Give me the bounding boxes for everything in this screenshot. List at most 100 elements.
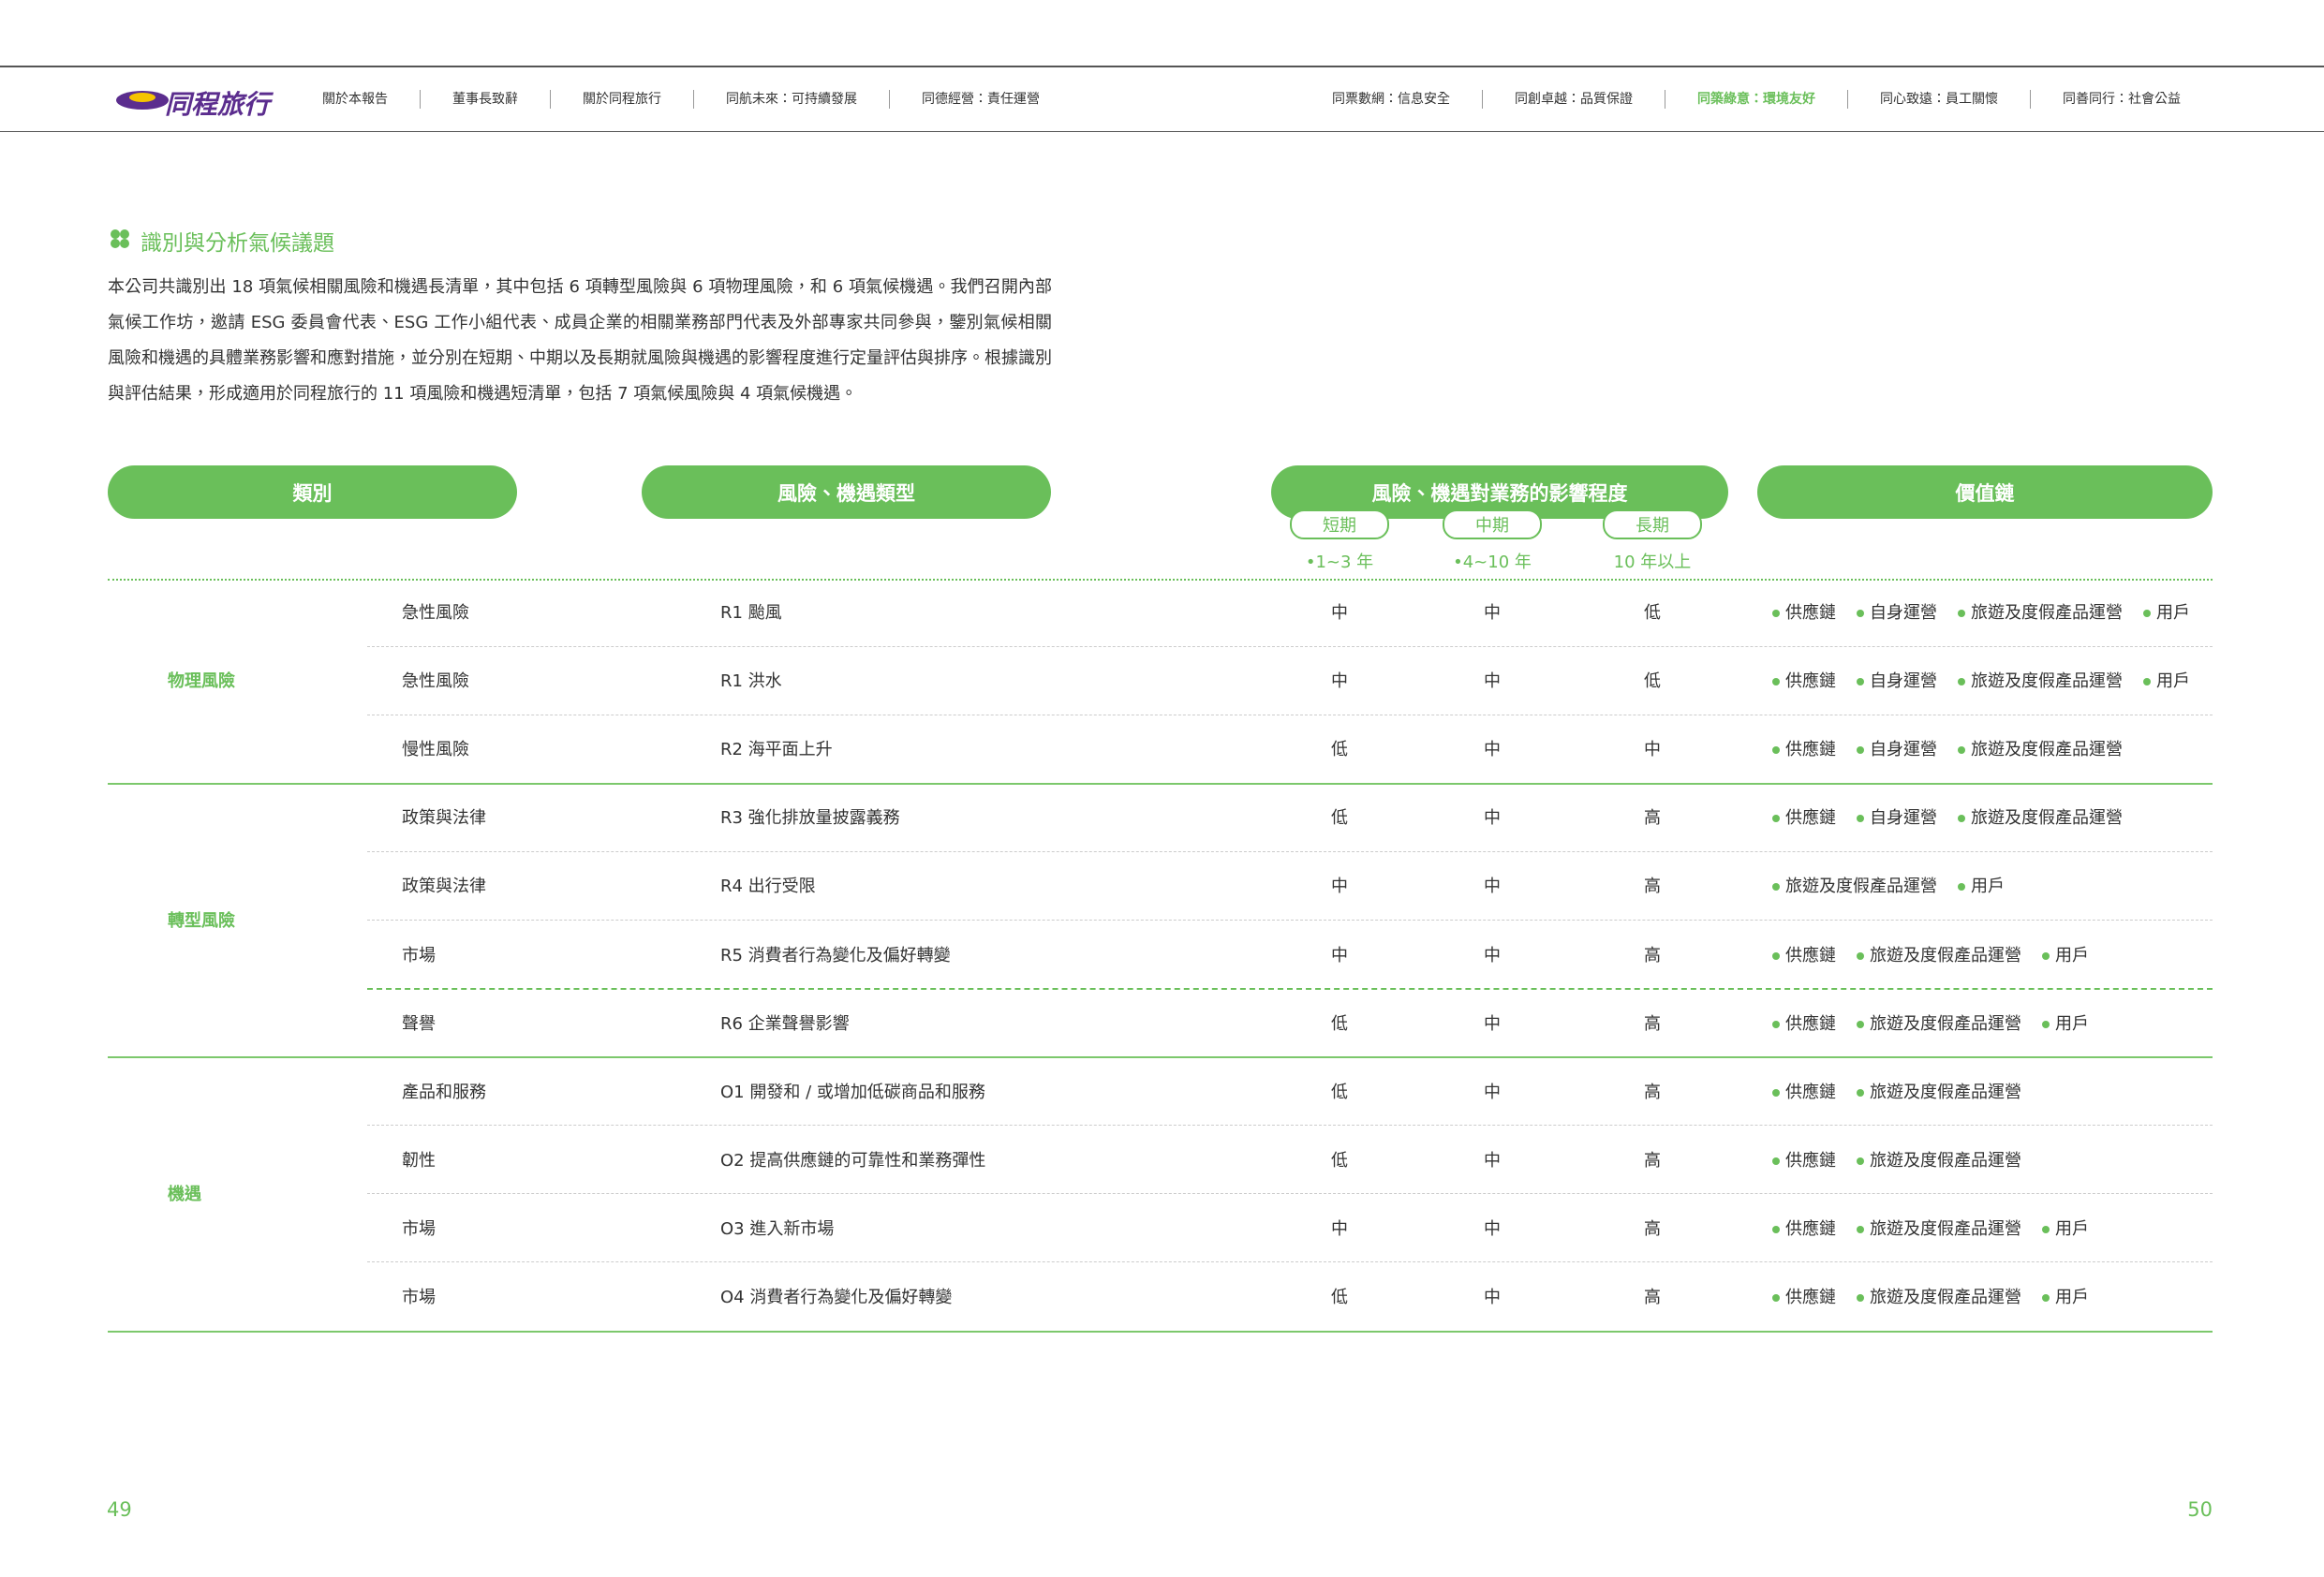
impact-level: 高 bbox=[1644, 1218, 1661, 1239]
risk-item: R2 海平面上升 bbox=[720, 740, 833, 760]
row-divider bbox=[367, 850, 2213, 852]
nav-link[interactable]: 關於本報告 bbox=[322, 92, 388, 107]
term-label: 長期 bbox=[1603, 509, 1702, 539]
impact-level: 低 bbox=[1644, 671, 1661, 692]
impact-level: 中 bbox=[1644, 740, 1661, 760]
impact-level: 中 bbox=[1484, 1218, 1501, 1239]
value-chain-item: 用戶 bbox=[2042, 942, 2089, 966]
nav-link[interactable]: 同善同行：社會公益 bbox=[2030, 90, 2213, 109]
logo-icon bbox=[116, 91, 169, 110]
value-chain-item: 供應鏈 bbox=[1772, 1010, 1836, 1035]
risk-type: 急性風險 bbox=[402, 603, 469, 623]
nav-link[interactable]: 同心致遠：員工關懷 bbox=[1847, 90, 2030, 109]
risk-type: 市場 bbox=[402, 1288, 436, 1307]
value-chain: 供應鏈 自身運營 旅遊及度假產品運營 用戶 bbox=[1772, 599, 2190, 624]
value-chain-item: 用戶 bbox=[1958, 873, 2005, 897]
impact-level: 中 bbox=[1484, 945, 1501, 965]
impact-level: 低 bbox=[1331, 808, 1348, 829]
impact-level: 中 bbox=[1484, 740, 1501, 760]
value-chain: 供應鏈 旅遊及度假產品運營 bbox=[1772, 1147, 2021, 1172]
risk-type: 聲譽 bbox=[402, 1013, 436, 1034]
value-chain-item: 用戶 bbox=[2143, 599, 2190, 624]
nav-link[interactable]: 關於同程旅行 bbox=[550, 90, 693, 109]
term-range: •4~10 年 bbox=[1453, 553, 1532, 572]
impact-level: 高 bbox=[1644, 1082, 1661, 1102]
impact-level: 中 bbox=[1331, 877, 1348, 897]
value-chain: 供應鏈 旅遊及度假產品運營 用戶 bbox=[1772, 1284, 2089, 1308]
nav-right: 同票數網：信息安全 同創卓越：品質保證 同築綠意：環境友好 同心致遠：員工關懷 同善同行… bbox=[1300, 90, 2213, 109]
value-chain-item: 供應鏈 bbox=[1772, 1216, 1836, 1240]
impact-level: 中 bbox=[1484, 1288, 1501, 1307]
group-name: 機遇 bbox=[168, 1185, 201, 1205]
impact-level: 高 bbox=[1644, 945, 1661, 965]
impact-level: 高 bbox=[1644, 1150, 1661, 1171]
value-chain: 供應鏈 旅遊及度假產品運營 用戶 bbox=[1772, 1216, 2089, 1240]
impact-level: 低 bbox=[1331, 1150, 1348, 1171]
nav-link[interactable]: 同創卓越：品質保證 bbox=[1482, 90, 1665, 109]
impact-level: 低 bbox=[1331, 1288, 1348, 1307]
nav-link[interactable]: 同築綠意：環境友好 bbox=[1665, 90, 1847, 109]
nav-link[interactable]: 同航未來：可持續發展 bbox=[693, 90, 889, 109]
impact-level: 高 bbox=[1644, 1288, 1661, 1307]
risk-item: R5 消費者行為變化及偏好轉變 bbox=[720, 945, 951, 965]
risk-item: R4 出行受限 bbox=[720, 877, 816, 897]
row-divider bbox=[367, 1261, 2213, 1263]
risk-type: 慢性風險 bbox=[402, 740, 469, 760]
impact-level: 中 bbox=[1331, 1218, 1348, 1239]
value-chain-item: 自身運營 bbox=[1857, 668, 1937, 692]
row-divider bbox=[367, 919, 2213, 921]
group-divider bbox=[108, 1056, 2213, 1059]
impact-level: 高 bbox=[1644, 877, 1661, 897]
risk-type: 政策與法律 bbox=[402, 808, 486, 829]
value-chain-item: 旅遊及度假產品運營 bbox=[1857, 942, 2021, 966]
value-chain: 旅遊及度假產品運營 用戶 bbox=[1772, 873, 2005, 897]
term-range: •1~3 年 bbox=[1305, 553, 1374, 572]
value-chain-item: 用戶 bbox=[2042, 1010, 2089, 1035]
value-chain-item: 旅遊及度假產品運營 bbox=[1857, 1216, 2021, 1240]
value-chain-item: 供應鏈 bbox=[1772, 736, 1836, 760]
nav-link[interactable]: 董事長致辭 bbox=[420, 90, 550, 109]
value-chain-item: 旅遊及度假產品運營 bbox=[1857, 1010, 2021, 1035]
impact-level: 中 bbox=[1331, 945, 1348, 965]
value-chain: 供應鏈 自身運營 旅遊及度假產品運營 bbox=[1772, 736, 2123, 760]
column-header: 類別 bbox=[108, 465, 517, 519]
column-header: 風險、機遇類型 bbox=[642, 465, 1051, 519]
group-divider bbox=[108, 1330, 2213, 1333]
risk-item: R3 強化排放量披露義務 bbox=[720, 808, 900, 829]
risk-item: O2 提高供應鏈的可靠性和業務彈性 bbox=[720, 1150, 986, 1171]
value-chain-item: 旅遊及度假產品運營 bbox=[1857, 1284, 2021, 1308]
risk-item: O3 進入新市場 bbox=[720, 1218, 835, 1239]
risk-type: 市場 bbox=[402, 945, 436, 965]
value-chain-item: 供應鏈 bbox=[1772, 942, 1836, 966]
impact-level: 低 bbox=[1644, 603, 1661, 623]
value-chain: 供應鏈 旅遊及度假產品運營 用戶 bbox=[1772, 1010, 2089, 1035]
impact-level: 中 bbox=[1484, 1013, 1501, 1034]
impact-level: 低 bbox=[1331, 1082, 1348, 1102]
group-name: 轉型風險 bbox=[168, 910, 235, 931]
term-label: 中期 bbox=[1443, 509, 1542, 539]
group-name: 物理風險 bbox=[168, 671, 235, 692]
risk-type: 急性風險 bbox=[402, 671, 469, 692]
impact-level: 中 bbox=[1484, 603, 1501, 623]
value-chain-item: 旅遊及度假產品運營 bbox=[1958, 599, 2123, 624]
value-chain-item: 旅遊及度假產品運營 bbox=[1958, 736, 2123, 760]
page-number-left: 49 bbox=[107, 1498, 132, 1521]
nav-link[interactable]: 同票數網：信息安全 bbox=[1332, 92, 1450, 107]
term-label: 短期 bbox=[1290, 509, 1389, 539]
column-header: 價值鏈 bbox=[1757, 465, 2213, 519]
value-chain-item: 旅遊及度假產品運營 bbox=[1772, 873, 1937, 897]
header-divider bbox=[108, 579, 2213, 581]
top-rule bbox=[0, 66, 2324, 67]
value-chain-item: 供應鏈 bbox=[1772, 1147, 1836, 1172]
risk-item: R1 颱風 bbox=[720, 603, 782, 623]
impact-level: 中 bbox=[1484, 877, 1501, 897]
nav-link[interactable]: 同德經營：責任運營 bbox=[889, 90, 1072, 109]
intro-paragraph: 本公司共識別出 18 項氣候相關風險和機遇長清單，其中包括 6 項轉型風險與 6… bbox=[108, 277, 1052, 404]
value-chain: 供應鏈 自身運營 旅遊及度假產品運營 bbox=[1772, 804, 2123, 829]
risk-item: R6 企業聲譽影響 bbox=[720, 1013, 850, 1034]
impact-level: 中 bbox=[1331, 671, 1348, 692]
value-chain-item: 旅遊及度假產品運營 bbox=[1857, 1147, 2021, 1172]
value-chain-item: 旅遊及度假產品運營 bbox=[1958, 668, 2123, 692]
